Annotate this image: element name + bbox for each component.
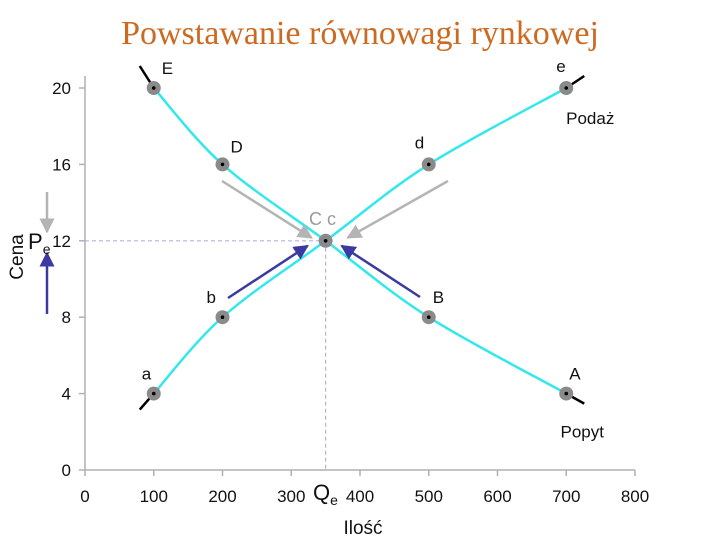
y-axis-title: Cena bbox=[7, 234, 28, 280]
y-tick-label: 8 bbox=[62, 308, 71, 327]
x-tick-label: 700 bbox=[552, 487, 580, 506]
equilibrium-point-label: C c bbox=[309, 209, 336, 229]
point-label-d: d bbox=[415, 133, 424, 152]
quantity-equilibrium-label: Qe bbox=[313, 480, 338, 508]
curve-demand bbox=[154, 88, 567, 394]
point-label-E: E bbox=[162, 59, 173, 78]
arrow-from-b-left bbox=[228, 246, 308, 298]
x-tick-label: 800 bbox=[621, 487, 649, 506]
series-label-supply: Podaż bbox=[566, 109, 614, 128]
curves bbox=[140, 66, 585, 410]
x-tick-label: 500 bbox=[415, 487, 443, 506]
adjustment-arrows bbox=[47, 181, 448, 314]
point-label-B: B bbox=[433, 288, 444, 307]
point-labels: E D B Aa b d e Popyt Podaż bbox=[142, 57, 615, 442]
y-tick-label: 16 bbox=[52, 155, 71, 174]
data-point-center bbox=[427, 163, 431, 167]
x-tick-label: 300 bbox=[277, 487, 305, 506]
data-point-center bbox=[564, 86, 568, 90]
markers bbox=[147, 81, 574, 401]
x-tick-label: 100 bbox=[140, 487, 168, 506]
data-point-center bbox=[427, 315, 431, 319]
data-point-center bbox=[152, 86, 156, 90]
data-point-center bbox=[324, 239, 328, 243]
point-label-a: a bbox=[142, 365, 152, 384]
y-tick-label: 4 bbox=[62, 385, 71, 404]
point-label-A: A bbox=[569, 365, 581, 384]
point-label-e: e bbox=[556, 57, 565, 76]
curve-supply bbox=[154, 88, 567, 394]
x-tick-label: 200 bbox=[208, 487, 236, 506]
arrow-from-b-right bbox=[342, 246, 420, 297]
y-tick-label: 0 bbox=[62, 461, 71, 480]
y-tick-label: 20 bbox=[52, 79, 71, 98]
y-tick-label: 12 bbox=[52, 232, 71, 251]
series-label-demand: Popyt bbox=[561, 423, 605, 442]
equilibrium-guides bbox=[85, 241, 326, 470]
point-label-D: D bbox=[231, 137, 243, 156]
data-point-center bbox=[221, 163, 225, 167]
data-point-center bbox=[152, 392, 156, 396]
x-axis-title: Ilość bbox=[343, 518, 382, 539]
x-tick-label: 400 bbox=[346, 487, 374, 506]
arrow-from-d-right bbox=[348, 181, 448, 238]
x-tick-label: 0 bbox=[80, 487, 89, 506]
data-point-center bbox=[221, 315, 225, 319]
price-equilibrium-label: Pe bbox=[28, 229, 51, 257]
point-label-b: b bbox=[207, 288, 216, 307]
data-point-center bbox=[564, 392, 568, 396]
x-tick-label: 600 bbox=[483, 487, 511, 506]
arrow-from-d-left bbox=[222, 181, 312, 238]
chart-title: Powstawanie równowagi rynkowej bbox=[121, 15, 599, 52]
